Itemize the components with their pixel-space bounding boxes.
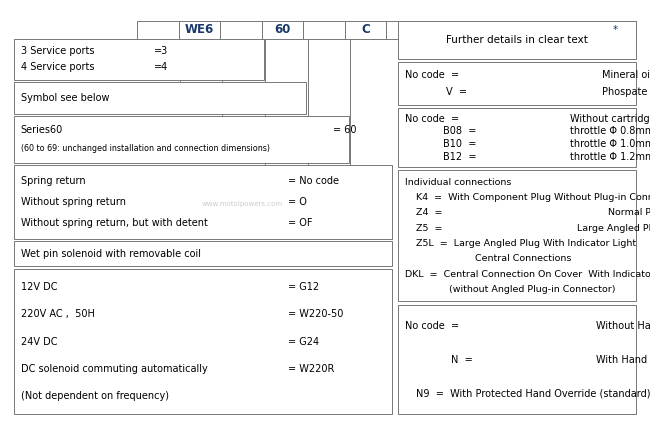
Bar: [345, 21, 387, 39]
Text: Wet pin solenoid with removable coil: Wet pin solenoid with removable coil: [21, 249, 200, 259]
Bar: [137, 21, 179, 39]
Text: =4: =4: [154, 62, 168, 72]
Text: (Not dependent on frequency): (Not dependent on frequency): [21, 391, 168, 401]
Text: = G24: = G24: [288, 336, 319, 347]
Text: N  =: N =: [451, 354, 473, 365]
Text: (without Angled Plug-in Connector): (without Angled Plug-in Connector): [449, 285, 616, 294]
Text: throttle Φ 0.8mm: throttle Φ 0.8mm: [570, 126, 650, 137]
Text: 12V DC: 12V DC: [21, 282, 57, 292]
Bar: [428, 21, 469, 39]
Text: B08  =: B08 =: [443, 126, 476, 137]
Text: Without cartridge throttle: Without cartridge throttle: [570, 114, 650, 124]
Text: No code  =: No code =: [404, 321, 459, 331]
Text: = No code: = No code: [288, 175, 339, 186]
Bar: [552, 21, 594, 39]
Text: No code  =: No code =: [404, 70, 459, 80]
Text: 220V AC ,  50H: 220V AC , 50H: [21, 309, 94, 319]
Text: WE6: WE6: [185, 24, 214, 36]
Bar: [398, 305, 636, 414]
Bar: [220, 21, 262, 39]
Text: Z4  =: Z4 =: [416, 208, 443, 217]
Text: V  =: V =: [446, 87, 467, 97]
Text: 3 Service ports: 3 Service ports: [21, 47, 94, 56]
Text: C: C: [361, 24, 370, 36]
Text: B10  =: B10 =: [443, 139, 476, 149]
Bar: [387, 21, 428, 39]
Bar: [398, 108, 636, 167]
Text: 24V DC: 24V DC: [21, 336, 57, 347]
Bar: [14, 268, 392, 414]
Text: throttle Φ 1.2mm: throttle Φ 1.2mm: [570, 152, 650, 161]
Text: K4  =  With Component Plug Without Plug-in Connector: K4 = With Component Plug Without Plug-in…: [416, 193, 650, 202]
Bar: [14, 116, 349, 163]
Text: throttle Φ 1.0mm: throttle Φ 1.0mm: [570, 139, 650, 149]
Text: 60: 60: [274, 24, 291, 36]
Bar: [511, 21, 552, 39]
Bar: [304, 21, 345, 39]
Bar: [398, 170, 636, 301]
Text: = G12: = G12: [288, 282, 319, 292]
Text: Large Angled Plug: Large Angled Plug: [577, 224, 650, 233]
Text: Phospate ester: Phospate ester: [602, 87, 650, 97]
Bar: [469, 21, 511, 39]
Text: = W220R: = W220R: [288, 364, 335, 374]
Text: Series60: Series60: [21, 125, 63, 135]
Text: With Hand Override: With Hand Override: [595, 354, 650, 365]
Text: 4 Service ports: 4 Service ports: [21, 62, 94, 72]
Text: Further details in clear text: Further details in clear text: [446, 35, 588, 45]
Text: DC solenoid commuting automatically: DC solenoid commuting automatically: [21, 364, 207, 374]
Text: www.motolpowers.com: www.motolpowers.com: [202, 200, 283, 207]
Text: Central Connections: Central Connections: [474, 254, 571, 263]
Bar: [14, 241, 392, 266]
Text: N9  =  With Protected Hand Override (standard): N9 = With Protected Hand Override (stand…: [416, 388, 650, 398]
Text: Symbol see below: Symbol see below: [21, 93, 109, 103]
Text: Mineral oil: Mineral oil: [602, 70, 650, 80]
Text: DKL  =  Central Connection On Cover  With Indicator Light: DKL = Central Connection On Cover With I…: [404, 270, 650, 279]
Text: (60 to 69: unchanged installation and connection dimensions): (60 to 69: unchanged installation and co…: [21, 144, 270, 153]
Text: *: *: [612, 25, 618, 35]
Bar: [14, 165, 392, 239]
Text: Normal Plug: Normal Plug: [608, 208, 650, 217]
Text: Z5L  =  Large Angled Plug With Indicator Light: Z5L = Large Angled Plug With Indicator L…: [416, 239, 636, 248]
Text: =3: =3: [154, 47, 168, 56]
Text: B12  =: B12 =: [443, 152, 476, 161]
Text: = W220-50: = W220-50: [288, 309, 343, 319]
Text: = O: = O: [288, 197, 307, 207]
Text: Spring return: Spring return: [21, 175, 85, 186]
Bar: [14, 82, 306, 114]
Text: Z5  =: Z5 =: [416, 224, 443, 233]
Text: = OF: = OF: [288, 218, 313, 229]
Bar: [14, 39, 265, 80]
Bar: [179, 21, 220, 39]
Text: = 60: = 60: [333, 125, 356, 135]
Text: Without Hand Override: Without Hand Override: [595, 321, 650, 331]
Bar: [594, 21, 636, 39]
Text: No code  =: No code =: [404, 114, 459, 124]
Bar: [262, 21, 304, 39]
Text: Individual connections: Individual connections: [404, 178, 511, 187]
Text: Without spring return, but with detent: Without spring return, but with detent: [21, 218, 207, 229]
Bar: [398, 21, 636, 59]
Text: Without spring return: Without spring return: [21, 197, 125, 207]
Bar: [398, 62, 636, 105]
